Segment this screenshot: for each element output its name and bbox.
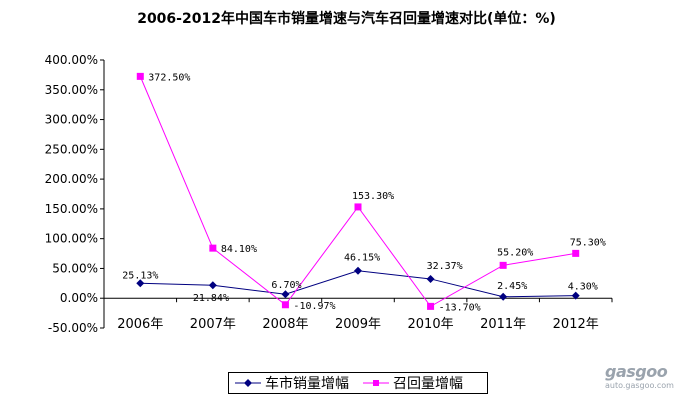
data-point-diamond — [354, 266, 362, 275]
y-tick-label: 50.00% — [52, 261, 98, 275]
data-point-diamond — [281, 290, 290, 299]
y-tick-label: 200.00% — [45, 172, 98, 186]
data-point-square — [354, 203, 362, 211]
x-tick-label: 2007年 — [190, 317, 236, 332]
x-tick-label: 2008年 — [262, 317, 308, 332]
y-tick-label: 250.00% — [45, 142, 98, 156]
legend-item-recall: 召回量增幅 — [363, 373, 463, 393]
data-label: -13.70% — [439, 302, 481, 313]
legend-label-sales: 车市销量增幅 — [265, 376, 349, 392]
y-tick-label: 400.00% — [45, 53, 98, 67]
data-point-square — [499, 261, 507, 269]
data-label: 153.30% — [352, 191, 394, 202]
data-label: 6.70% — [271, 280, 301, 291]
series-markers — [136, 72, 580, 310]
y-tick-label: -50.00% — [48, 321, 98, 335]
y-tick-label: 300.00% — [45, 113, 98, 127]
watermark: gasgoo auto.gasgoo.com — [605, 362, 689, 398]
data-point-square — [281, 301, 289, 309]
y-axis-ticks: 400.00% 350.00% 300.00% 250.00% 200.00% 150.0… — [45, 53, 104, 335]
data-label: 32.37% — [427, 261, 463, 272]
data-label: 55.20% — [497, 247, 533, 258]
data-point-diamond — [571, 291, 580, 300]
data-label: 372.50% — [148, 72, 190, 83]
data-label: 21.84% — [193, 293, 229, 304]
x-tick-label: 2012年 — [553, 317, 599, 332]
diamond-marker-icon — [235, 379, 261, 387]
y-tick-label: 100.00% — [45, 232, 98, 246]
y-tick-label: 350.00% — [45, 83, 98, 97]
y-tick-label: 150.00% — [45, 202, 98, 216]
data-label: -10.97% — [293, 301, 335, 312]
data-label: 4.30% — [568, 282, 598, 293]
data-labels: 25.13% 21.84% 6.70% 46.15% 32.37% 2.45% 4.30% 3… — [122, 72, 606, 313]
legend-item-sales: 车市销量增幅 — [235, 373, 349, 393]
data-point-diamond — [426, 274, 435, 283]
data-point-diamond — [136, 279, 145, 288]
x-tick-label: 2010年 — [408, 317, 454, 332]
data-point-square — [427, 302, 435, 310]
chart-axes — [103, 60, 612, 328]
square-marker-icon — [363, 380, 389, 386]
data-point-diamond — [499, 292, 508, 301]
data-point-square — [136, 72, 144, 80]
data-point-square — [572, 249, 580, 257]
legend-label-recall: 召回量增幅 — [393, 376, 463, 392]
x-tick-label: 2006年 — [117, 317, 163, 332]
data-label: 46.15% — [344, 253, 380, 264]
x-tick-label: 2011年 — [480, 317, 526, 332]
data-label: 75.30% — [570, 237, 606, 248]
chart-legend: 车市销量增幅 召回量增幅 — [228, 372, 488, 394]
data-label: 84.10% — [221, 244, 257, 255]
data-point-diamond — [208, 281, 217, 290]
x-axis-ticks: 2006年 2007年 2008年 2009年 2010年 2011年 2012年 — [103, 298, 613, 332]
data-label: 2.45% — [497, 281, 527, 292]
data-label: 25.13% — [122, 270, 158, 281]
watermark-sub-text: auto.gasgoo.com — [605, 381, 674, 390]
watermark-logo-text: gasgoo — [605, 362, 668, 381]
gasgoo-car-logo: gasgoo — [605, 362, 689, 381]
chart-title: 2006-2012年中国车市销量增速与汽车召回量增速对比(单位：%) — [137, 11, 556, 27]
y-tick-label: 0.00% — [60, 291, 98, 305]
data-point-square — [209, 244, 217, 252]
x-tick-label: 2009年 — [335, 317, 381, 332]
